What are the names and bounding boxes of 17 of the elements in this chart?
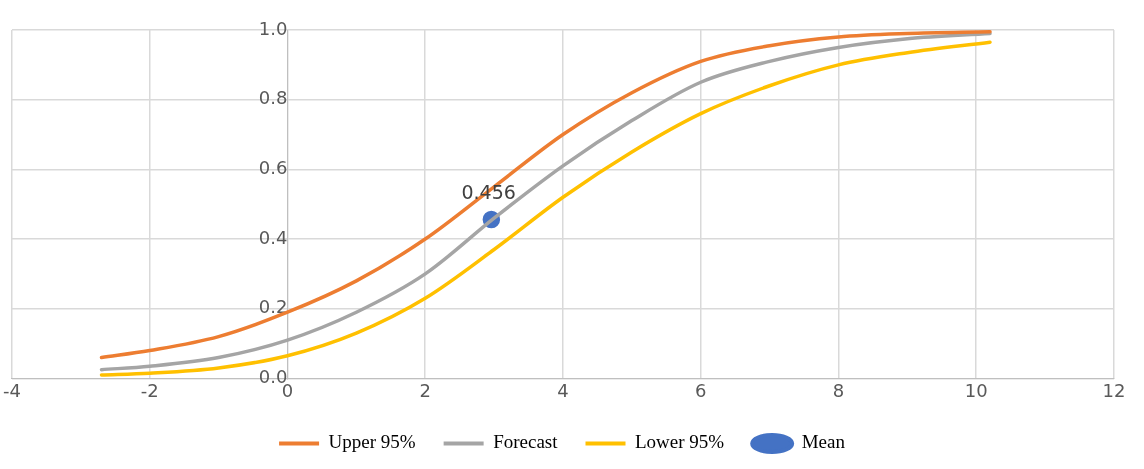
x-tick-label: 4 (557, 379, 569, 401)
x-tick-label: -2 (140, 379, 159, 401)
x-tick-label: 12 (1102, 379, 1126, 401)
x-tick-label: 6 (695, 379, 707, 401)
legend-label: Lower 95% (635, 431, 725, 453)
y-tick-label: 0.4 (258, 226, 288, 248)
y-tick-label: 0.8 (258, 87, 288, 109)
y-tick-label: 1.0 (258, 17, 288, 39)
y-tick-label: 0.2 (258, 296, 288, 318)
x-tick-label: 8 (832, 379, 845, 401)
x-tick-label: -4 (3, 379, 21, 401)
legend-label: Forecast (493, 431, 559, 453)
legend-label: Upper 95% (328, 431, 416, 453)
legend-label: Mean (801, 431, 846, 453)
x-tick-label: 10 (964, 379, 988, 401)
y-tick-label: 0.6 (258, 157, 288, 179)
x-tick-label: 2 (419, 379, 431, 401)
